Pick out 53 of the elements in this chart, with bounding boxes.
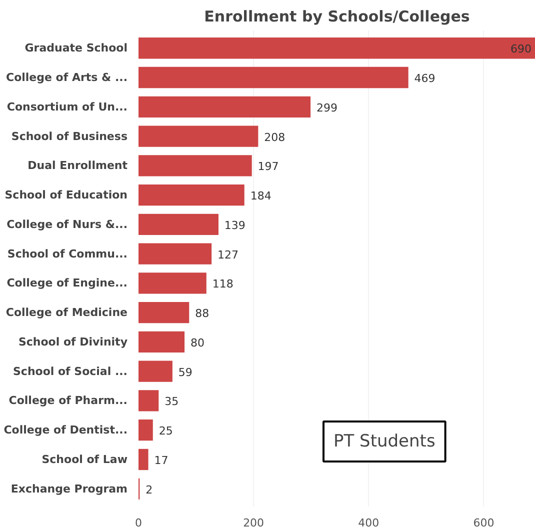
data-label: 118 [212,278,234,291]
bar [138,155,252,176]
data-label: 2 [146,483,153,496]
x-tick-label: 200 [243,516,264,529]
y-tick-label: College of Pharm... [8,394,128,408]
bar [138,302,190,324]
data-label: 139 [224,218,246,232]
y-tick-label: Exchange Program [10,482,128,496]
y-tick-label: School of Law [42,452,128,466]
data-label: 690 [510,42,532,56]
y-tick-label: College of Dentist... [4,424,128,437]
bar [138,243,212,264]
bar [138,331,185,353]
y-tick-label: College of Nurs &... [6,218,128,231]
bar [138,184,244,206]
data-label: 35 [164,395,179,408]
y-tick-label: Dual Enrollment [28,159,128,172]
y-tick-label: College of Engine... [6,276,128,290]
y-tick-label: School of Social ... [13,364,128,378]
y-tick-label: School of Business [11,130,128,143]
bar [138,390,159,412]
y-tick-label: School of Education [4,188,128,202]
bar [138,38,535,59]
bar [138,214,218,236]
chart-title: Enrollment by Schools/Colleges [204,8,470,26]
bar [138,66,408,88]
bar [138,126,258,147]
y-tick-label: College of Medicine [6,306,128,320]
data-label: 299 [316,101,338,114]
data-label: 469 [414,72,436,86]
y-tick-label: School of Commu... [7,247,128,260]
y-tick-label: School of Divinity [18,335,128,348]
data-label: 197 [258,160,279,174]
bar [138,448,148,470]
data-label: 208 [264,130,286,144]
data-label: 88 [195,307,210,320]
y-tick-label: College of Arts & ... [6,71,128,84]
bar [138,96,311,118]
data-label: 127 [218,248,239,262]
bar [138,420,153,441]
data-label: 25 [158,424,173,438]
y-tick-label: Consortium of Un... [6,100,128,114]
x-tick-label: 400 [358,516,380,529]
data-label: 17 [154,454,168,467]
y-tick-label: Graduate School [24,42,128,55]
annotation: PT Students [334,432,436,452]
data-label: 184 [250,190,272,203]
bar [138,360,172,382]
x-tick-label: 0 [135,516,142,529]
data-label: 80 [190,336,204,350]
data-label: 59 [178,366,192,379]
bar [138,272,206,294]
x-tick-label: 600 [473,516,494,529]
